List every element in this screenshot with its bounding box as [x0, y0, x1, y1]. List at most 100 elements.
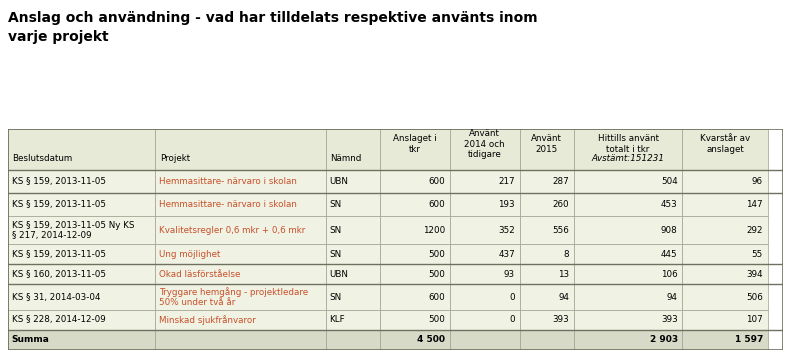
- Bar: [8, 245, 155, 265]
- Bar: [573, 129, 683, 170]
- Bar: [573, 265, 683, 284]
- Bar: [573, 284, 683, 310]
- Bar: [450, 265, 520, 284]
- Text: KS § 159, 2013-11-05 Ny KS
§ 217, 2014-12-09: KS § 159, 2013-11-05 Ny KS § 217, 2014-1…: [12, 221, 134, 240]
- Text: 453: 453: [661, 200, 678, 209]
- Bar: [380, 284, 450, 310]
- Bar: [155, 193, 326, 216]
- Text: 217: 217: [498, 177, 515, 186]
- Bar: [380, 216, 450, 245]
- Text: 4 500: 4 500: [417, 336, 445, 345]
- Text: 13: 13: [558, 270, 570, 279]
- Text: Avstämt:151231: Avstämt:151231: [592, 154, 664, 162]
- Bar: [326, 310, 380, 330]
- Text: 393: 393: [552, 316, 570, 325]
- Bar: [683, 330, 767, 350]
- Text: UBN: UBN: [330, 270, 349, 279]
- Text: KS § 228, 2014-12-09: KS § 228, 2014-12-09: [12, 316, 105, 325]
- Bar: [450, 330, 520, 350]
- Text: Projekt: Projekt: [160, 154, 190, 162]
- Bar: [450, 193, 520, 216]
- Text: Hemmasittare- närvaro i skolan: Hemmasittare- närvaro i skolan: [159, 177, 297, 186]
- Text: 500: 500: [428, 316, 445, 325]
- Bar: [380, 245, 450, 265]
- Text: 352: 352: [498, 226, 515, 235]
- Bar: [683, 245, 767, 265]
- Bar: [573, 216, 683, 245]
- Text: 600: 600: [429, 293, 445, 302]
- Bar: [520, 265, 573, 284]
- Text: 106: 106: [661, 270, 678, 279]
- Bar: [450, 284, 520, 310]
- Text: 504: 504: [661, 177, 678, 186]
- Text: Använt
2014 och
tidigare: Använt 2014 och tidigare: [464, 129, 505, 159]
- Bar: [380, 330, 450, 350]
- Bar: [573, 245, 683, 265]
- Bar: [326, 129, 380, 170]
- Bar: [450, 310, 520, 330]
- Text: UBN: UBN: [330, 177, 349, 186]
- Bar: [520, 216, 573, 245]
- Bar: [380, 129, 450, 170]
- Text: 260: 260: [553, 200, 570, 209]
- Bar: [520, 330, 573, 350]
- Bar: [450, 170, 520, 193]
- Text: SN: SN: [330, 293, 342, 302]
- Text: 1 597: 1 597: [735, 336, 763, 345]
- Bar: [155, 170, 326, 193]
- Bar: [155, 216, 326, 245]
- Bar: [520, 193, 573, 216]
- Text: Minskad sjukfrånvaror: Minskad sjukfrånvaror: [159, 315, 256, 325]
- Bar: [683, 284, 767, 310]
- Text: 500: 500: [428, 270, 445, 279]
- Text: 506: 506: [746, 293, 763, 302]
- Bar: [520, 310, 573, 330]
- Text: 437: 437: [498, 250, 515, 259]
- Bar: [683, 170, 767, 193]
- Text: 556: 556: [552, 226, 570, 235]
- Bar: [520, 170, 573, 193]
- Bar: [8, 330, 155, 350]
- Text: Summa: Summa: [12, 336, 50, 345]
- Bar: [326, 216, 380, 245]
- Text: Kvalitetsregler 0,6 mkr + 0,6 mkr: Kvalitetsregler 0,6 mkr + 0,6 mkr: [159, 226, 305, 235]
- Text: 107: 107: [746, 316, 763, 325]
- Bar: [326, 265, 380, 284]
- Bar: [520, 245, 573, 265]
- Text: 1200: 1200: [423, 226, 445, 235]
- Text: 287: 287: [552, 177, 570, 186]
- Bar: [8, 265, 155, 284]
- Text: SN: SN: [330, 200, 342, 209]
- Bar: [683, 129, 767, 170]
- Text: 193: 193: [498, 200, 515, 209]
- Text: 445: 445: [661, 250, 678, 259]
- Text: SN: SN: [330, 250, 342, 259]
- Bar: [520, 284, 573, 310]
- Text: 500: 500: [428, 250, 445, 259]
- Bar: [683, 265, 767, 284]
- Text: Okad läsförståelse: Okad läsförståelse: [159, 270, 240, 279]
- Bar: [155, 310, 326, 330]
- Text: 8: 8: [563, 250, 570, 259]
- Bar: [450, 245, 520, 265]
- Text: 96: 96: [752, 177, 763, 186]
- Bar: [8, 170, 155, 193]
- Text: KS § 160, 2013-11-05: KS § 160, 2013-11-05: [12, 270, 106, 279]
- Bar: [380, 310, 450, 330]
- Bar: [8, 129, 155, 170]
- Bar: [155, 245, 326, 265]
- Text: Anslag och användning - vad har tilldelats respektive använts inom
varje projekt: Anslag och användning - vad har tilldela…: [8, 11, 538, 44]
- Text: Anslaget i
tkr: Anslaget i tkr: [393, 134, 437, 154]
- Text: 94: 94: [667, 293, 678, 302]
- Bar: [573, 310, 683, 330]
- Text: 0: 0: [509, 293, 515, 302]
- Bar: [380, 265, 450, 284]
- Bar: [573, 330, 683, 350]
- Bar: [450, 129, 520, 170]
- Text: KS § 159, 2013-11-05: KS § 159, 2013-11-05: [12, 200, 106, 209]
- Bar: [450, 216, 520, 245]
- Bar: [326, 193, 380, 216]
- Text: Kvarstår av
anslaget: Kvarstår av anslaget: [700, 134, 750, 154]
- Text: 394: 394: [747, 270, 763, 279]
- Text: 292: 292: [747, 226, 763, 235]
